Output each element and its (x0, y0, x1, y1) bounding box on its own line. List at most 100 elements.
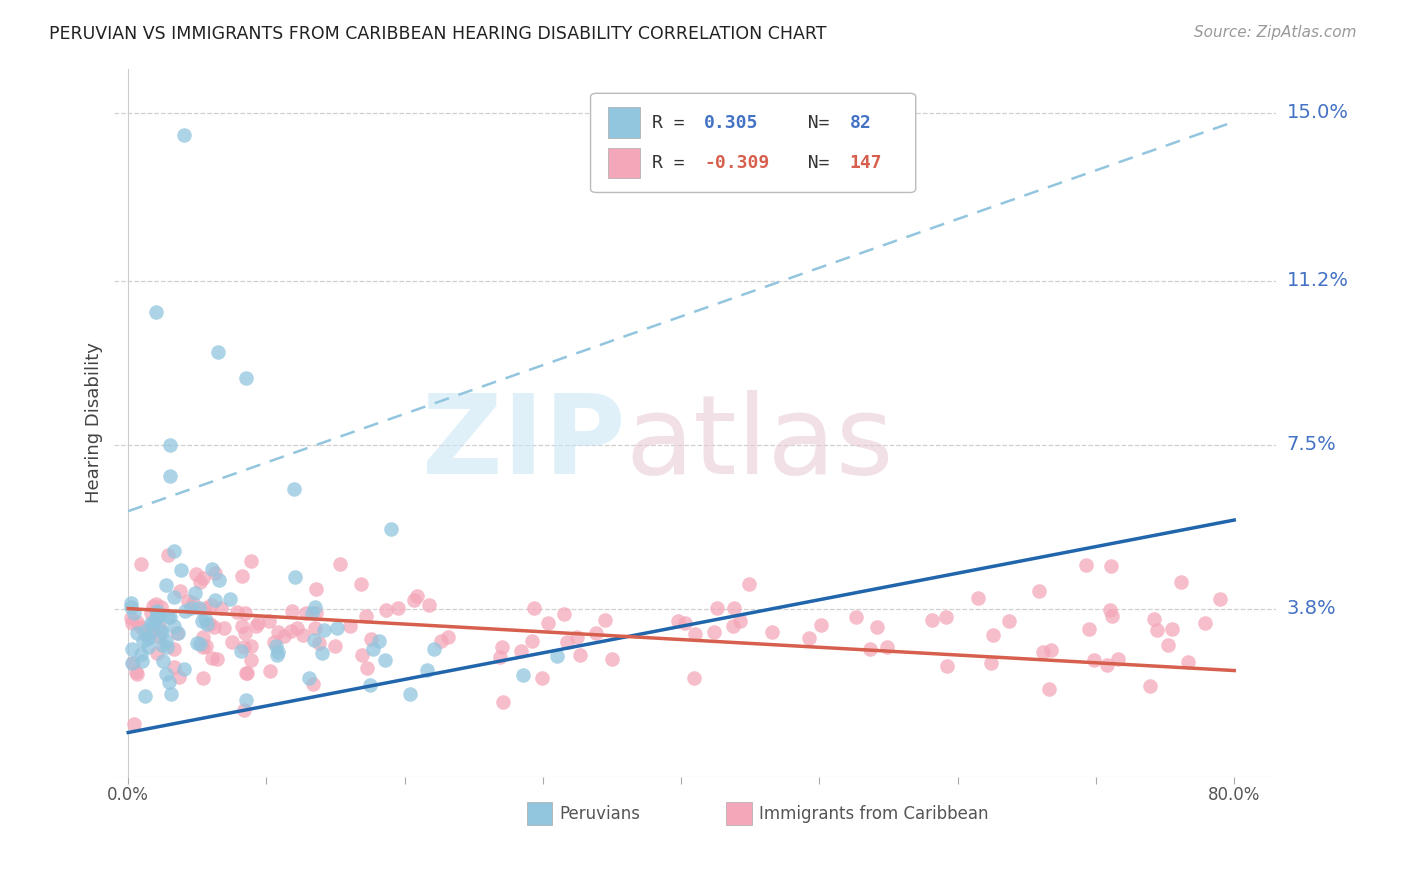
Point (170, 563, 193, 577)
Point (195, 639, 218, 653)
Point (181, 596, 204, 610)
Point (226, 605, 249, 619)
Point (148, 630, 170, 644)
Point (141, 624, 163, 638)
Point (235, 665, 257, 680)
Point (146, 609, 169, 624)
Point (312, 623, 335, 637)
Point (553, 607, 575, 622)
Point (200, 598, 222, 612)
Point (193, 630, 215, 644)
Point (281, 604, 304, 618)
Point (212, 621, 235, 635)
FancyBboxPatch shape (591, 94, 915, 193)
Point (706, 600, 728, 615)
Text: Source: ZipAtlas.com: Source: ZipAtlas.com (1194, 25, 1357, 40)
Point (935, 658, 957, 673)
Point (159, 468, 181, 483)
Point (129, 647, 152, 661)
Point (935, 610, 957, 624)
Point (142, 599, 165, 613)
Point (177, 594, 200, 608)
Point (866, 620, 889, 634)
Point (703, 625, 725, 640)
Point (876, 640, 898, 654)
Point (263, 635, 285, 649)
Point (163, 590, 186, 604)
Point (738, 576, 761, 591)
Text: Peruvians: Peruvians (560, 805, 640, 822)
Point (512, 667, 534, 681)
Point (157, 674, 180, 689)
Point (134, 627, 156, 641)
Point (122, 716, 145, 731)
Text: 11.2%: 11.2% (1286, 271, 1348, 291)
Point (191, 671, 214, 685)
Point (145, 607, 167, 621)
Point (127, 625, 149, 640)
Point (156, 610, 179, 624)
Point (122, 607, 145, 621)
Point (1040, 643, 1063, 657)
Point (264, 639, 287, 653)
Point (723, 600, 745, 615)
Point (131, 619, 153, 633)
Point (134, 624, 156, 639)
Point (1146, 623, 1168, 637)
Point (304, 621, 326, 635)
Point (1095, 658, 1118, 673)
Point (167, 670, 190, 684)
Point (129, 557, 152, 571)
Bar (727, 802, 752, 825)
Point (375, 603, 398, 617)
Text: R =: R = (652, 154, 696, 172)
Point (159, 438, 181, 452)
Point (683, 627, 706, 641)
Text: N=: N= (786, 154, 839, 172)
Point (257, 615, 280, 629)
Point (145, 597, 167, 611)
Point (184, 586, 207, 600)
Point (295, 606, 318, 620)
Point (163, 619, 186, 633)
Point (308, 636, 330, 650)
Point (143, 613, 166, 627)
Y-axis label: Hearing Disability: Hearing Disability (86, 343, 103, 503)
Point (155, 667, 177, 681)
Point (146, 610, 169, 624)
Bar (607, 148, 641, 178)
Point (292, 628, 315, 642)
Point (163, 543, 186, 558)
Point (191, 614, 214, 628)
Point (145, 646, 167, 660)
Point (399, 687, 422, 701)
Text: atlas: atlas (626, 391, 894, 498)
Text: PERUVIAN VS IMMIGRANTS FROM CARIBBEAN HEARING DISABILITY CORRELATION CHART: PERUVIAN VS IMMIGRANTS FROM CARIBBEAN HE… (49, 25, 827, 43)
Point (209, 600, 232, 615)
Point (302, 677, 325, 691)
Point (121, 615, 143, 630)
Point (188, 574, 211, 589)
Text: 0.305: 0.305 (704, 114, 759, 132)
Point (235, 371, 257, 385)
Point (221, 635, 243, 649)
Point (201, 650, 224, 665)
Point (194, 601, 217, 615)
Point (136, 640, 159, 654)
Bar (527, 802, 553, 825)
Point (155, 633, 177, 648)
Point (1099, 559, 1122, 574)
Point (406, 589, 429, 603)
Point (122, 657, 145, 671)
Point (304, 599, 326, 614)
Point (194, 611, 217, 625)
Point (666, 614, 689, 628)
Point (921, 613, 943, 627)
Point (437, 630, 460, 644)
Point (531, 671, 554, 685)
Point (1156, 638, 1178, 652)
Point (150, 638, 173, 652)
Point (138, 631, 160, 645)
Point (169, 584, 191, 599)
Point (218, 592, 240, 607)
